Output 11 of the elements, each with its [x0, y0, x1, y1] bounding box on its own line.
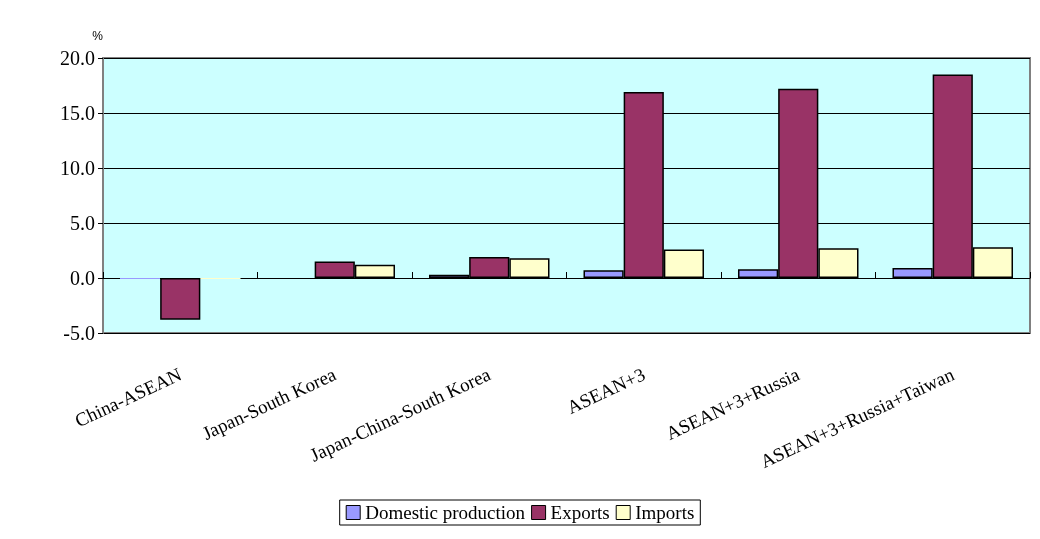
y-axis-title: % — [92, 29, 104, 43]
y-tick-label: 5.0 — [70, 212, 95, 234]
legend-label: Exports — [550, 502, 610, 523]
y-tick-label: -5.0 — [63, 322, 95, 344]
bar — [160, 278, 201, 320]
legend-label: Domestic production — [365, 502, 526, 523]
y-tick-label: 15.0 — [60, 102, 95, 124]
legend-label: Imports — [635, 502, 695, 523]
y-tick-label: 10.0 — [60, 157, 95, 179]
y-tick-label: 20.0 — [60, 47, 95, 69]
y-tick-label: 0.0 — [70, 267, 95, 289]
